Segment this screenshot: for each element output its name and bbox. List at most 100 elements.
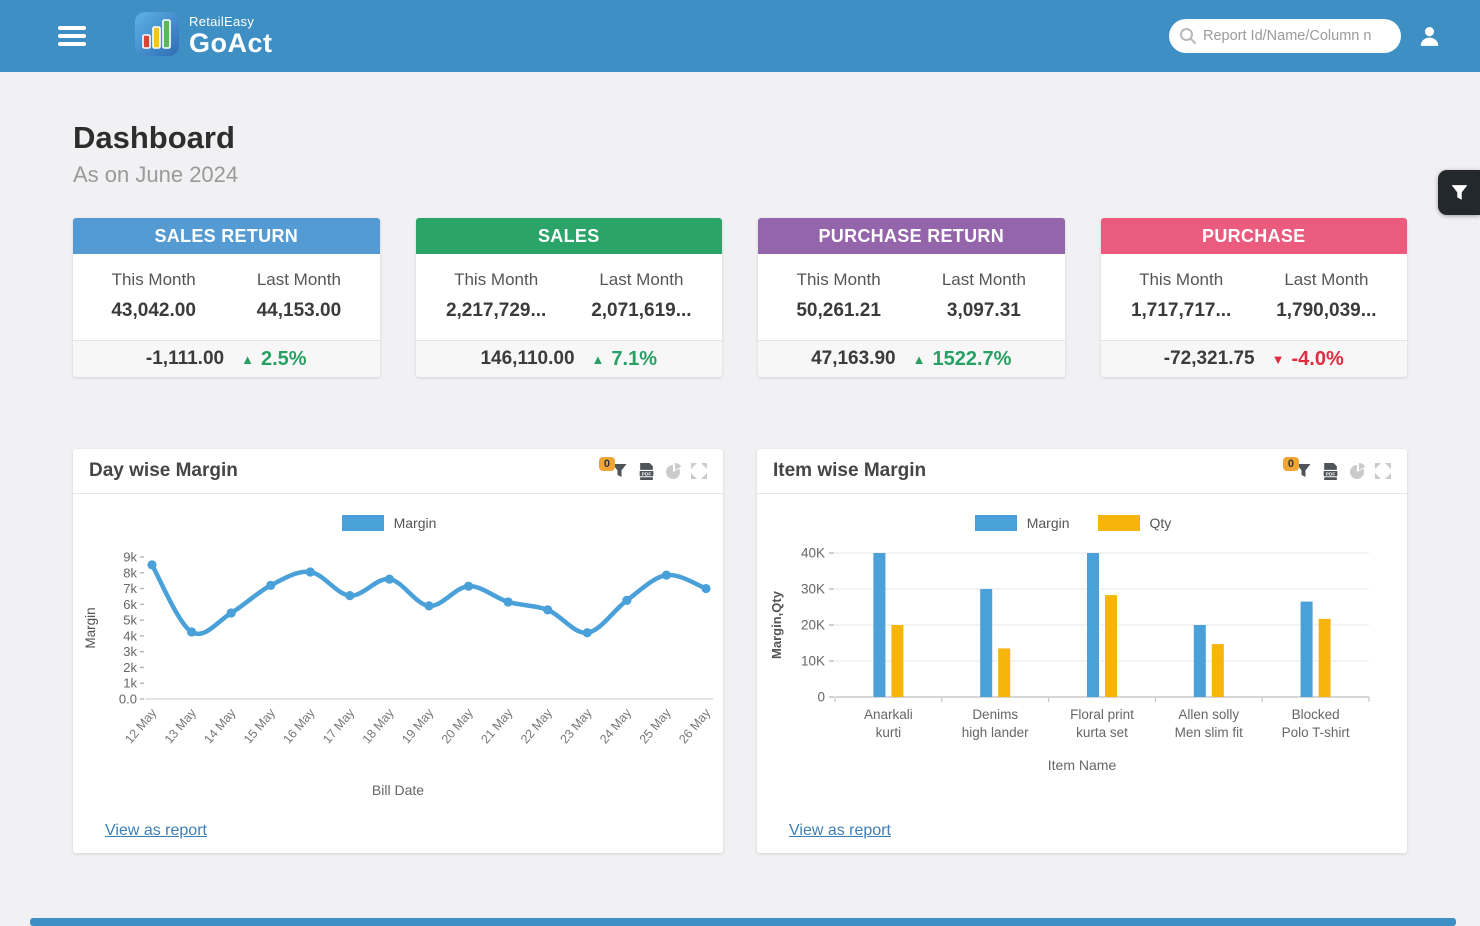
brand-name-large: GoAct xyxy=(189,28,273,58)
trend-arrow-icon: ▲ xyxy=(241,351,254,367)
bar-chart-svg: 0 10K 20K 30K 40K Margin,Qty Anarkali kurti Deni… xyxy=(769,546,1370,740)
svg-text:22 May: 22 May xyxy=(518,705,556,746)
kpi-change-value: -72,321.75 xyxy=(1163,348,1255,369)
legend-swatch xyxy=(974,514,1017,531)
svg-text:6k: 6k xyxy=(123,597,137,612)
filter-count-badge: 0 xyxy=(598,457,615,471)
svg-text:5k: 5k xyxy=(123,613,137,628)
charts-row: Day wise Margin 0 PDF xyxy=(73,449,1407,853)
panel-title: Item wise Margin xyxy=(773,460,927,481)
legend-day-wise-margin: Margin xyxy=(73,514,723,531)
horizontal-scrollbar[interactable] xyxy=(30,918,1456,926)
this-month-label: This Month xyxy=(1139,270,1224,289)
fullscreen-icon[interactable] xyxy=(691,463,707,479)
last-month-label: Last Month xyxy=(256,270,341,289)
brand-logo[interactable]: RetailEasy GoAct xyxy=(134,11,273,62)
last-month-label: Last Month xyxy=(599,270,684,289)
trend-arrow-icon: ▼ xyxy=(1271,351,1285,367)
svg-text:20 May: 20 May xyxy=(439,705,477,746)
last-month-label: Last Month xyxy=(1284,270,1369,289)
svg-text:high lander: high lander xyxy=(962,725,1029,740)
view-as-report-link[interactable]: View as report xyxy=(789,822,891,839)
svg-text:2k: 2k xyxy=(123,660,137,675)
svg-text:9k: 9k xyxy=(123,550,137,565)
svg-text:25 May: 25 May xyxy=(637,705,675,746)
kpi-change-value: 47,163.90 xyxy=(811,348,896,369)
svg-text:Margin: Margin xyxy=(83,607,98,648)
last-month-label: Last Month xyxy=(941,270,1026,289)
svg-text:PDF: PDF xyxy=(642,471,652,477)
kpi-change-value: 146,110.00 xyxy=(480,348,575,369)
svg-text:Polo T-shirt: Polo T-shirt xyxy=(1282,725,1350,740)
pie-chart-view-icon[interactable] xyxy=(1349,462,1366,480)
kpi-card-title: PURCHASE xyxy=(1100,218,1407,254)
svg-text:26 May: 26 May xyxy=(676,705,714,746)
svg-text:30K: 30K xyxy=(801,582,825,597)
panel-item-wise-margin: Item wise Margin 0 PDF xyxy=(757,449,1407,853)
svg-text:8k: 8k xyxy=(123,565,137,580)
brand-name-small: RetailEasy xyxy=(189,14,255,29)
x-axis-title: Item Name xyxy=(1047,757,1117,773)
this-month-value: 43,042.00 xyxy=(111,300,196,321)
this-month-label: This Month xyxy=(796,270,881,289)
svg-text:0.0: 0.0 xyxy=(119,692,137,707)
global-filter-button[interactable] xyxy=(1438,170,1480,215)
svg-text:17 May: 17 May xyxy=(320,705,358,746)
menu-button[interactable] xyxy=(58,22,86,50)
kpi-change-value: -1,111.00 xyxy=(145,348,225,369)
search-box[interactable] xyxy=(1169,19,1401,53)
filter-icon[interactable] xyxy=(1295,463,1312,479)
this-month-label: This Month xyxy=(111,270,196,289)
legend-swatch xyxy=(1097,514,1140,531)
pdf-export-icon[interactable]: PDF xyxy=(1321,462,1340,481)
filter-count-badge: 0 xyxy=(1282,457,1299,471)
kpi-card-sales: SALES This Month 2,217,729... Last Month… xyxy=(415,218,722,377)
last-month-value: 44,153.00 xyxy=(256,300,342,321)
kpi-change-percent: 7.1% xyxy=(611,347,657,370)
legend-item-wise-margin: Margin Qty xyxy=(757,514,1407,531)
svg-text:3k: 3k xyxy=(123,644,137,659)
svg-text:Blocked: Blocked xyxy=(1292,707,1340,722)
kpi-card-title: PURCHASE RETURN xyxy=(758,218,1065,254)
trend-arrow-icon: ▲ xyxy=(591,351,605,367)
last-month-value: 2,071,619... xyxy=(591,300,692,321)
filter-icon[interactable] xyxy=(611,463,628,479)
x-axis-title: Bill Date xyxy=(371,782,425,798)
this-month-label: This Month xyxy=(454,270,539,289)
svg-text:Men slim fit: Men slim fit xyxy=(1175,725,1244,740)
svg-text:19 May: 19 May xyxy=(399,705,437,746)
svg-text:18 May: 18 May xyxy=(360,705,398,746)
this-month-value: 2,217,729... xyxy=(445,300,547,321)
svg-text:15 May: 15 May xyxy=(241,705,279,746)
svg-text:Allen solly: Allen solly xyxy=(1178,707,1239,722)
view-as-report-link[interactable]: View as report xyxy=(105,822,207,839)
kpi-change-percent: 2.5% xyxy=(260,347,307,370)
svg-text:Denims: Denims xyxy=(972,707,1018,722)
fullscreen-icon[interactable] xyxy=(1375,463,1391,479)
last-month-value: 3,097.31 xyxy=(946,300,1021,321)
kpi-card-row: SALES RETURN This Month 43,042.00 Last M… xyxy=(73,218,1407,377)
svg-text:Margin,Qty: Margin,Qty xyxy=(769,590,784,659)
pdf-export-icon[interactable]: PDF xyxy=(637,462,656,481)
svg-text:16 May: 16 May xyxy=(281,705,319,746)
svg-text:23 May: 23 May xyxy=(558,705,596,746)
panel-day-wise-margin: Day wise Margin 0 PDF xyxy=(73,449,723,853)
page-title: Dashboard xyxy=(73,120,235,155)
svg-text:4k: 4k xyxy=(123,628,137,643)
this-month-value: 1,717,717... xyxy=(1130,300,1232,321)
svg-text:21 May: 21 May xyxy=(478,705,516,746)
legend-label: Margin xyxy=(1026,514,1070,531)
svg-text:PDF: PDF xyxy=(1326,471,1336,477)
trend-arrow-icon: ▲ xyxy=(912,351,926,367)
svg-text:kurta set: kurta set xyxy=(1076,725,1128,740)
kpi-card-purchase-return: PURCHASE RETURN This Month 50,261.21 Las… xyxy=(758,218,1065,377)
legend-swatch xyxy=(341,514,384,531)
user-icon[interactable] xyxy=(1417,24,1442,49)
this-month-value: 50,261.21 xyxy=(796,300,881,321)
search-input[interactable] xyxy=(1203,28,1391,44)
svg-text:10K: 10K xyxy=(801,654,825,669)
pie-chart-view-icon[interactable] xyxy=(665,462,682,480)
legend-label: Margin xyxy=(393,514,437,531)
svg-text:13 May: 13 May xyxy=(162,705,200,746)
